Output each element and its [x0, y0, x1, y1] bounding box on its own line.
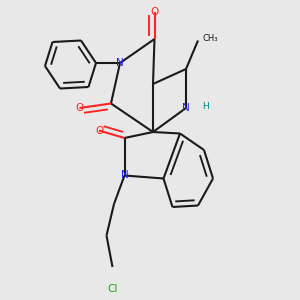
Text: H: H — [202, 102, 209, 111]
Text: Cl: Cl — [107, 284, 118, 295]
Text: N: N — [182, 103, 190, 113]
Text: N: N — [116, 58, 124, 68]
Text: O: O — [75, 103, 84, 113]
Text: CH₃: CH₃ — [202, 34, 218, 43]
Text: O: O — [95, 125, 103, 136]
Text: O: O — [150, 7, 159, 17]
Text: N: N — [121, 170, 128, 181]
